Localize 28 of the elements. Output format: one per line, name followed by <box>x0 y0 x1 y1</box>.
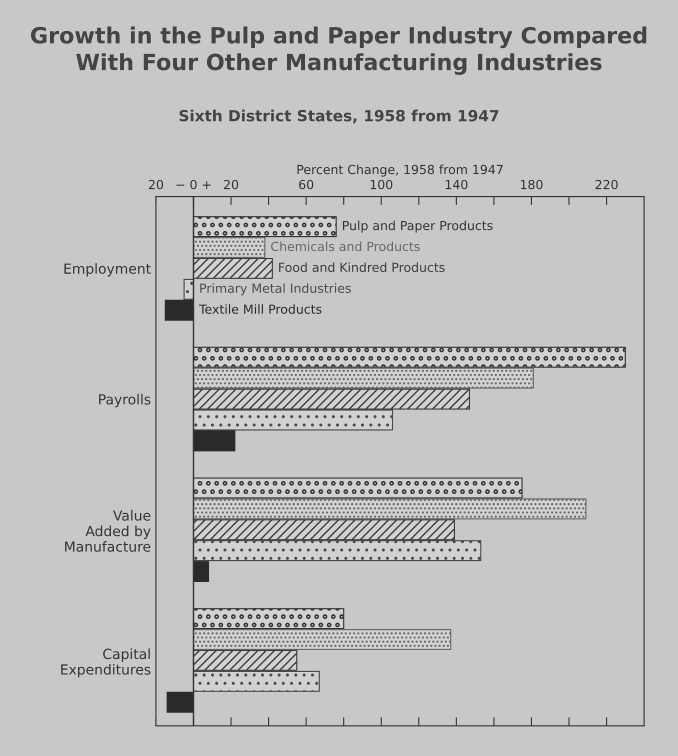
y-tick-label: Value Added by Manufacture <box>65 510 151 552</box>
bar <box>192 670 320 692</box>
y-tick-label: Payrolls <box>99 394 150 408</box>
bar <box>192 410 394 430</box>
x-axis-title: Percent Change, 1958 from 1947 <box>298 164 503 177</box>
bar <box>192 237 266 258</box>
chart-title: Growth in the Pulp and Paper Industry Compared With Four Other Manufacturing Industries <box>31 26 646 75</box>
series-label: Textile Mill Products <box>199 304 322 314</box>
chart-subtitle: Sixth District States, 1958 from 1947 <box>180 110 498 124</box>
x-tick-label: 220 <box>596 180 618 190</box>
x-tick-label: 180 <box>520 180 543 190</box>
x-tick-label: 100 <box>370 180 392 190</box>
x-tick-label: 20 <box>148 180 164 190</box>
x-tick-label: − 0 + <box>176 180 211 190</box>
y-tick-label: Employment <box>64 263 151 277</box>
x-tick-label: 60 <box>299 180 314 190</box>
series-label: Primary Metal Industries <box>200 283 351 296</box>
x-tick-label: 140 <box>446 180 468 190</box>
bar <box>184 278 194 300</box>
series-label: Food and Kindred Products <box>279 262 445 272</box>
bar <box>192 629 452 650</box>
x-tick-label: 20 <box>224 180 238 190</box>
series-label: Chemicals and Products <box>271 241 420 252</box>
bar <box>192 368 534 389</box>
bar <box>192 498 586 520</box>
bar <box>192 540 482 562</box>
y-tick-label: Capital Expenditures <box>61 648 150 678</box>
series-label: Pulp and Paper Products <box>342 220 493 233</box>
